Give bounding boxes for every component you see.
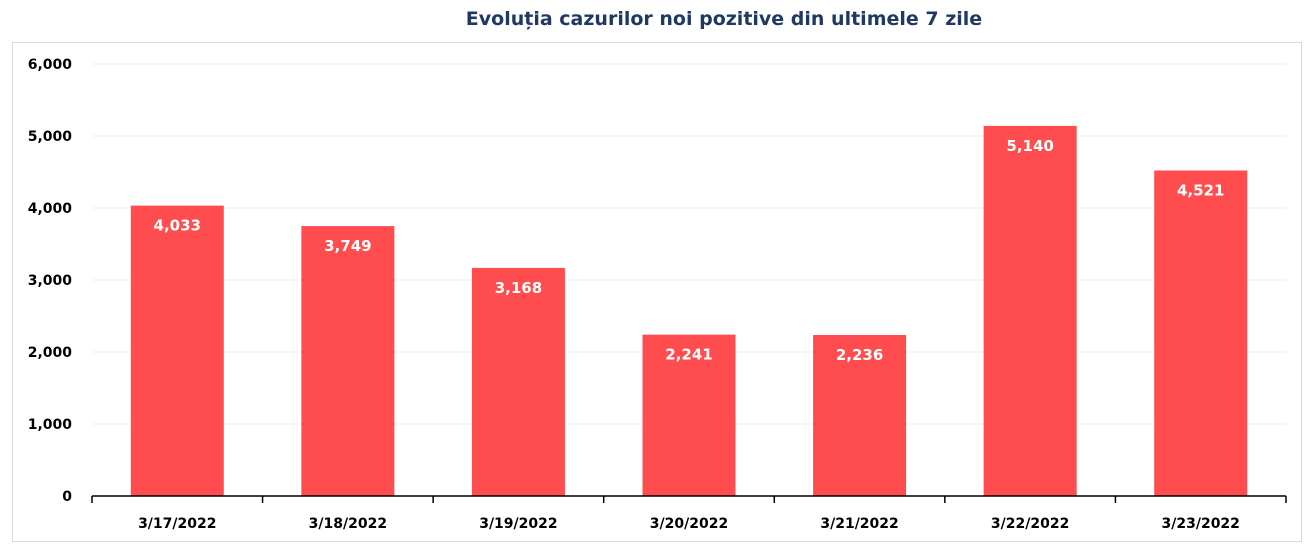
x-tick-label: 3/22/2022 bbox=[991, 516, 1069, 532]
bar-value-label: 5,140 bbox=[1006, 137, 1053, 155]
x-tick-label: 3/19/2022 bbox=[479, 516, 557, 532]
chart-title: Evoluția cazurilor noi pozitive din ulti… bbox=[465, 8, 983, 30]
chart-frame bbox=[12, 42, 1302, 542]
bar-value-label: 2,241 bbox=[665, 346, 712, 364]
y-tick-label: 2,000 bbox=[28, 345, 73, 361]
x-tick-label: 3/21/2022 bbox=[820, 516, 898, 532]
bar-value-label: 3,749 bbox=[324, 237, 371, 255]
bar bbox=[471, 267, 565, 496]
y-tick-label: 5,000 bbox=[28, 129, 73, 145]
bar-value-label: 2,236 bbox=[836, 346, 883, 364]
x-tick-label: 3/20/2022 bbox=[650, 516, 728, 532]
y-tick-label: 0 bbox=[62, 489, 72, 505]
bar-value-label: 4,033 bbox=[154, 217, 201, 235]
bar-value-label: 3,168 bbox=[495, 279, 542, 297]
bar-value-label: 4,521 bbox=[1177, 181, 1224, 199]
bar bbox=[130, 205, 224, 496]
x-tick-label: 3/17/2022 bbox=[138, 516, 216, 532]
x-tick-label: 3/23/2022 bbox=[1162, 516, 1240, 532]
bar bbox=[642, 334, 736, 496]
y-tick-label: 3,000 bbox=[28, 273, 73, 289]
y-tick-label: 1,000 bbox=[28, 417, 73, 433]
y-tick-label: 6,000 bbox=[28, 57, 73, 73]
bar bbox=[983, 125, 1077, 497]
bar bbox=[1154, 170, 1248, 496]
bar bbox=[813, 335, 907, 496]
bar bbox=[301, 226, 395, 496]
y-tick-label: 4,000 bbox=[28, 201, 73, 217]
x-tick-label: 3/18/2022 bbox=[309, 516, 387, 532]
